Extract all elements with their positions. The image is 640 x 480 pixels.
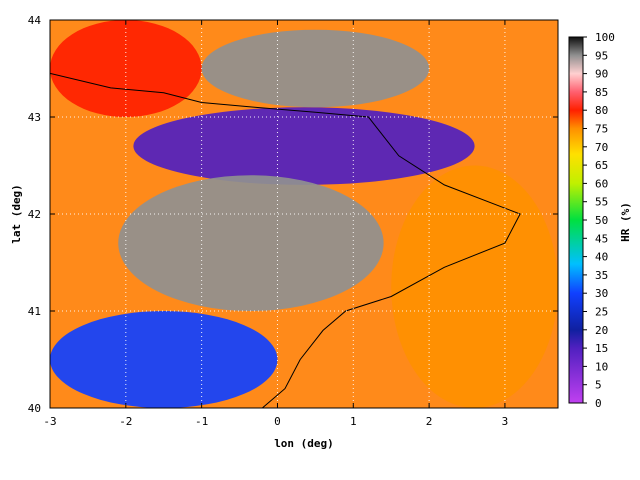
colorbar-tick-label: 35	[595, 269, 608, 282]
colorbar-tick-label: 30	[595, 287, 608, 300]
y-axis-ticks: 40 41 42 43 44	[28, 14, 558, 415]
colorbar-tick-label: 80	[595, 104, 608, 117]
y-tick-label: 42	[28, 208, 41, 221]
colorbar-tick-label: 55	[595, 196, 608, 209]
x-tick-label: -2	[119, 415, 132, 428]
colorbar-tick-label: 20	[595, 324, 608, 337]
x-tick-label: 3	[502, 415, 509, 428]
region-moist-sea-east	[391, 165, 558, 408]
y-tick-label: 43	[28, 111, 41, 124]
colorbar-tick-label: 85	[595, 86, 608, 99]
colorbar-tick-label: 60	[595, 177, 608, 190]
x-tick-label: 1	[350, 415, 357, 428]
plot-area	[50, 20, 558, 408]
colorbar-tick-label: 90	[595, 68, 608, 81]
x-tick-label: -3	[43, 415, 56, 428]
colorbar-tick-label: 75	[595, 123, 608, 136]
colorbar-tick-label: 65	[595, 159, 608, 172]
region-saturated-ebro	[118, 175, 384, 311]
y-tick-label: 40	[28, 402, 41, 415]
y-tick-label: 41	[28, 305, 41, 318]
coastline	[50, 72, 521, 408]
x-tick-label: 2	[426, 415, 433, 428]
colorbar-tick-label: 0	[595, 397, 602, 410]
colorbar-tick-label: 45	[595, 232, 608, 245]
x-axis-title: lon (deg)	[274, 437, 334, 450]
colorbar-tick-label: 95	[595, 49, 608, 62]
region-dry-band-north	[133, 107, 475, 185]
colorbar-tick-label: 70	[595, 141, 608, 154]
colorbar-tick-label: 100	[595, 31, 615, 44]
x-tick-label: 0	[274, 415, 281, 428]
coastline-contours	[50, 72, 521, 408]
colorbar-tick-label: 5	[595, 379, 602, 392]
region-saturated-north	[201, 29, 430, 108]
colorbar-tick-label: 15	[595, 342, 608, 355]
region-humid-southwest	[50, 311, 278, 408]
y-tick-label: 44	[28, 14, 42, 27]
x-axis-ticks: -3 -2 -1 0 1 2 3	[43, 20, 508, 428]
colorbar-tick-label: 25	[595, 306, 608, 319]
colorbar-ticks: 0 5 10 15 20 25 30 35 40 45 50 55 60 65 70 75 80 85 90 95 10…	[583, 31, 615, 410]
x-tick-label: -1	[195, 415, 208, 428]
colorbar-title: HR (%)	[619, 202, 632, 242]
colorbar-tick-label: 40	[595, 251, 608, 264]
colorbar	[568, 36, 584, 404]
y-axis-title: lat (deg)	[10, 184, 23, 244]
colorbar-tick-label: 10	[595, 360, 608, 373]
colorbar-tick-label: 50	[595, 214, 608, 227]
grid-lines	[50, 20, 558, 408]
